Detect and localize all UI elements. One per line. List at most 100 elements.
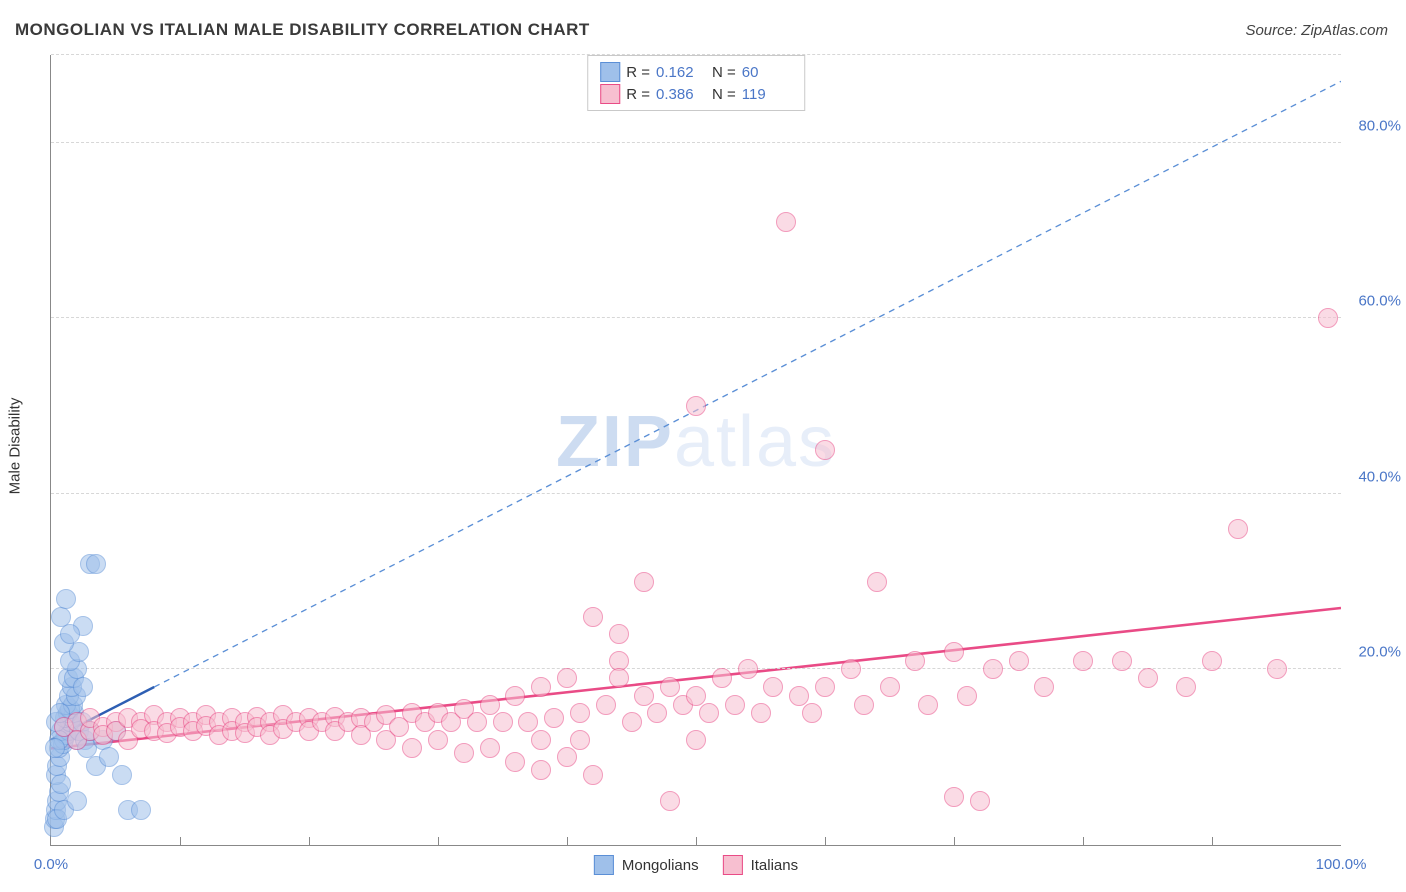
data-point	[557, 747, 577, 767]
data-point	[583, 607, 603, 627]
gridline	[51, 317, 1341, 318]
legend-stat-row: R =0.386N =119	[600, 84, 792, 104]
data-point	[686, 396, 706, 416]
data-point	[1073, 651, 1093, 671]
legend-item: Italians	[723, 855, 799, 875]
data-point	[112, 765, 132, 785]
data-point	[570, 730, 590, 750]
data-point	[531, 730, 551, 750]
data-point	[880, 677, 900, 697]
data-point	[60, 624, 80, 644]
chart-container: MONGOLIAN VS ITALIAN MALE DISABILITY COR…	[0, 0, 1406, 892]
y-tick-label: 60.0%	[1358, 293, 1401, 310]
trend-line	[154, 81, 1341, 687]
data-point	[45, 738, 65, 758]
data-point	[944, 642, 964, 662]
data-point	[86, 554, 106, 574]
data-point	[67, 791, 87, 811]
legend-n-value: 60	[742, 64, 792, 81]
data-point	[957, 686, 977, 706]
data-point	[815, 677, 835, 697]
data-point	[505, 686, 525, 706]
data-point	[505, 752, 525, 772]
legend-swatch	[723, 855, 743, 875]
data-point	[841, 659, 861, 679]
data-point	[647, 703, 667, 723]
x-tick	[954, 837, 955, 845]
y-tick-label: 80.0%	[1358, 117, 1401, 134]
data-point	[983, 659, 1003, 679]
data-point	[1202, 651, 1222, 671]
data-point	[738, 659, 758, 679]
data-point	[557, 668, 577, 688]
legend-series: Mongolians Italians	[594, 855, 798, 875]
data-point	[1228, 519, 1248, 539]
legend-label: Mongolians	[622, 857, 699, 874]
data-point	[596, 695, 616, 715]
data-point	[699, 703, 719, 723]
data-point	[686, 730, 706, 750]
data-point	[480, 695, 500, 715]
data-point	[918, 695, 938, 715]
legend-swatch	[600, 62, 620, 82]
data-point	[1176, 677, 1196, 697]
data-point	[905, 651, 925, 671]
data-point	[402, 738, 422, 758]
x-tick	[438, 837, 439, 845]
x-tick	[309, 837, 310, 845]
data-point	[131, 800, 151, 820]
chart-source: Source: ZipAtlas.com	[1245, 22, 1388, 39]
gridline	[51, 54, 1341, 55]
data-point	[56, 589, 76, 609]
legend-n-label: N =	[712, 64, 736, 81]
legend-r-label: R =	[626, 64, 650, 81]
data-point	[763, 677, 783, 697]
y-axis-label: Male Disability	[7, 398, 24, 495]
data-point	[544, 708, 564, 728]
legend-stat-row: R =0.162N =60	[600, 62, 792, 82]
data-point	[854, 695, 874, 715]
data-point	[660, 791, 680, 811]
data-point	[1034, 677, 1054, 697]
legend-r-label: R =	[626, 86, 650, 103]
x-tick	[696, 837, 697, 845]
x-tick	[180, 837, 181, 845]
chart-title: MONGOLIAN VS ITALIAN MALE DISABILITY COR…	[15, 20, 590, 40]
data-point	[73, 677, 93, 697]
data-point	[467, 712, 487, 732]
legend-item: Mongolians	[594, 855, 699, 875]
legend-n-value: 119	[742, 86, 792, 103]
data-point	[570, 703, 590, 723]
data-point	[1318, 308, 1338, 328]
data-point	[970, 791, 990, 811]
data-point	[493, 712, 513, 732]
plot-area: ZIPatlas R =0.162N =60R =0.386N =119 Mon…	[50, 55, 1341, 846]
data-point	[1112, 651, 1132, 671]
data-point	[686, 686, 706, 706]
y-tick-label: 40.0%	[1358, 468, 1401, 485]
data-point	[480, 738, 500, 758]
data-point	[802, 703, 822, 723]
data-point	[944, 787, 964, 807]
data-point	[1138, 668, 1158, 688]
gridline	[51, 142, 1341, 143]
data-point	[1009, 651, 1029, 671]
data-point	[815, 440, 835, 460]
data-point	[1267, 659, 1287, 679]
data-point	[531, 677, 551, 697]
data-point	[51, 774, 71, 794]
data-point	[609, 668, 629, 688]
gridline	[51, 493, 1341, 494]
data-point	[634, 572, 654, 592]
x-tick-label: 100.0%	[1316, 856, 1367, 873]
x-tick-label: 0.0%	[34, 856, 68, 873]
data-point	[789, 686, 809, 706]
legend-r-value: 0.386	[656, 86, 706, 103]
x-tick	[1083, 837, 1084, 845]
data-point	[622, 712, 642, 732]
data-point	[712, 668, 732, 688]
data-point	[454, 743, 474, 763]
data-point	[751, 703, 771, 723]
data-point	[634, 686, 654, 706]
legend-label: Italians	[751, 857, 799, 874]
